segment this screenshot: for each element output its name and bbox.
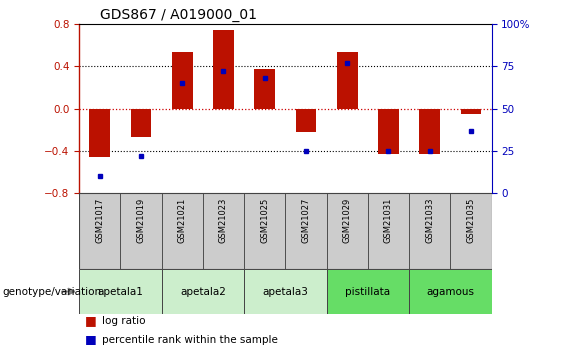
Bar: [295, 109, 316, 132]
Bar: [120, 193, 162, 269]
Text: apetala3: apetala3: [262, 287, 308, 296]
Text: log ratio: log ratio: [102, 316, 145, 326]
Bar: [285, 193, 327, 269]
Bar: [162, 193, 203, 269]
Text: GSM21033: GSM21033: [425, 198, 434, 243]
Text: GSM21021: GSM21021: [178, 198, 186, 243]
Bar: [368, 193, 409, 269]
Bar: [162, 269, 244, 314]
Text: percentile rank within the sample: percentile rank within the sample: [102, 335, 277, 345]
Bar: [79, 193, 120, 269]
Text: GSM21029: GSM21029: [343, 198, 351, 243]
Text: GSM21025: GSM21025: [260, 198, 269, 243]
Bar: [172, 52, 193, 109]
Text: GSM21019: GSM21019: [137, 198, 145, 243]
Bar: [131, 109, 151, 137]
Bar: [244, 193, 285, 269]
Text: pistillata: pistillata: [345, 287, 390, 296]
Bar: [460, 109, 481, 114]
Bar: [203, 193, 244, 269]
Bar: [450, 193, 492, 269]
Text: genotype/variation: genotype/variation: [3, 287, 102, 296]
Bar: [378, 109, 399, 154]
Text: GSM21023: GSM21023: [219, 198, 228, 243]
Bar: [337, 52, 358, 109]
Bar: [409, 193, 450, 269]
Bar: [327, 269, 409, 314]
Bar: [409, 269, 492, 314]
Text: ■: ■: [85, 314, 97, 327]
Bar: [79, 269, 162, 314]
Bar: [244, 269, 327, 314]
Text: apetala1: apetala1: [97, 287, 144, 296]
Text: GSM21031: GSM21031: [384, 198, 393, 243]
Text: GSM21027: GSM21027: [302, 198, 310, 243]
Text: apetala2: apetala2: [180, 287, 226, 296]
Text: agamous: agamous: [427, 287, 474, 296]
Bar: [89, 109, 110, 157]
Bar: [254, 69, 275, 109]
Bar: [213, 30, 234, 109]
Text: GSM21017: GSM21017: [95, 198, 104, 243]
Text: GDS867 / A019000_01: GDS867 / A019000_01: [100, 8, 257, 22]
Text: ■: ■: [85, 333, 97, 345]
Bar: [327, 193, 368, 269]
Text: GSM21035: GSM21035: [467, 198, 475, 243]
Bar: [419, 109, 440, 154]
